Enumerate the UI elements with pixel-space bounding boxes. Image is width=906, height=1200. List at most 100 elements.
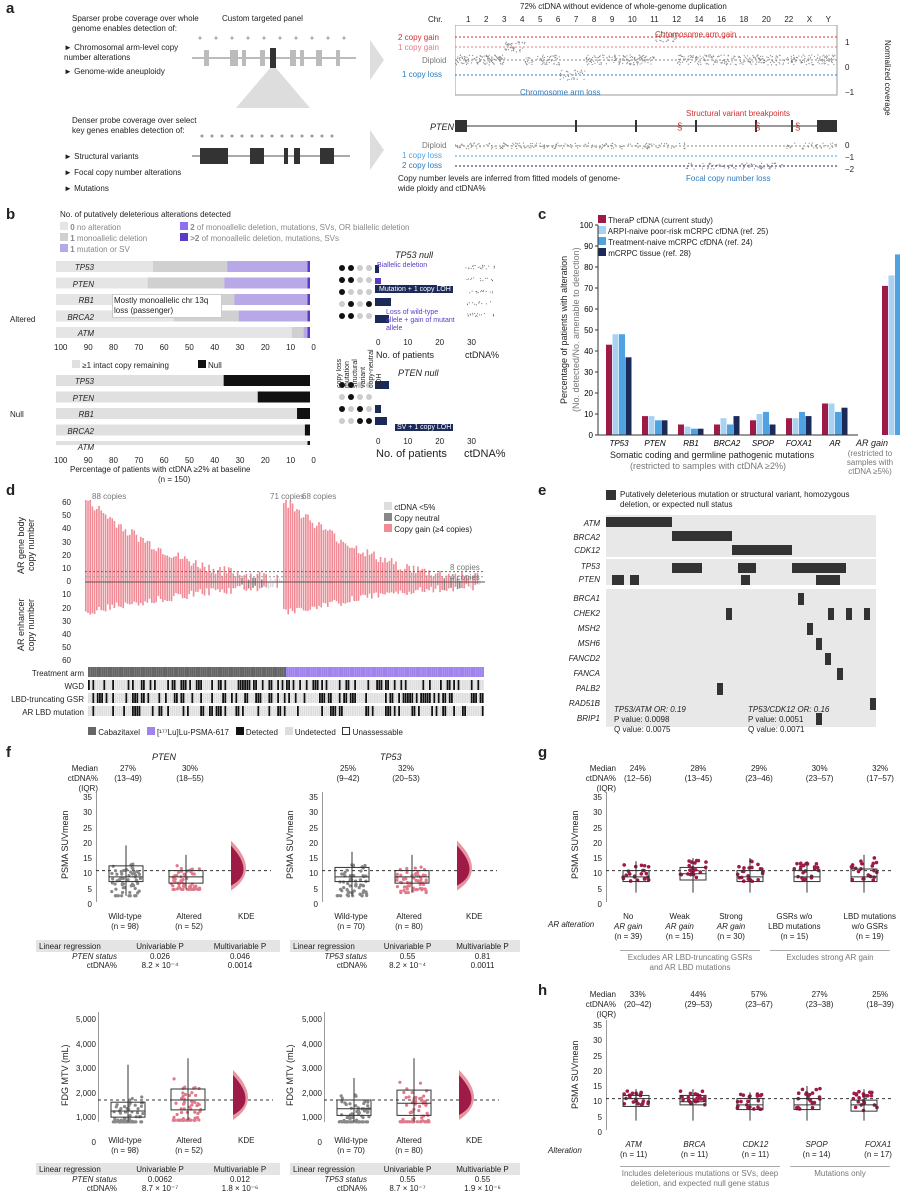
d-bar-bot: [454, 582, 457, 587]
coverage-dot: [706, 63, 708, 65]
track-cell: [134, 706, 136, 716]
d-bar-bot: [375, 582, 377, 593]
coverage-dot: [457, 146, 459, 149]
track-cell: [356, 706, 359, 716]
track-arm: [413, 667, 416, 677]
d-bar-top: [318, 522, 320, 582]
d-bar-bot: [124, 582, 127, 603]
data-point: [340, 1120, 345, 1124]
track-cell: [103, 693, 106, 703]
track-cell: [314, 706, 317, 716]
coverage-dot: [464, 59, 466, 61]
coverage-dot: [817, 61, 819, 64]
d-bar-top: [412, 565, 415, 582]
coverage-dot: [761, 58, 763, 60]
coverage-dot: [464, 56, 466, 58]
track-cell: [396, 706, 398, 716]
track-cell: [116, 680, 119, 690]
coverage-dot: [676, 62, 679, 64]
d-bar-top: [129, 534, 131, 582]
data-point: [348, 1120, 353, 1124]
coverage-dot: [543, 61, 545, 63]
track-arm: [415, 667, 418, 677]
e-cell: [846, 608, 852, 620]
panel-title: Custom targeted panel: [222, 14, 303, 23]
data-point: [118, 1111, 123, 1115]
upset-dot: [366, 277, 372, 283]
coverage-dot: [554, 146, 557, 148]
d-bar-bot: [111, 582, 113, 605]
coverage-dot: [608, 59, 610, 61]
coverage-dot: [667, 144, 669, 146]
track-cell: [420, 680, 422, 690]
d-bar-bot: [186, 582, 188, 600]
d-bar-bot: [324, 582, 327, 604]
c-bar: [648, 416, 655, 435]
d-bar-top: [333, 533, 336, 582]
track-arm: [303, 667, 306, 677]
track-cell: [288, 680, 290, 690]
track-cell: [160, 706, 163, 716]
ct-dot: [493, 266, 495, 268]
upset-bar: [375, 278, 381, 284]
ct-dot: [481, 264, 483, 266]
upset-dot: [348, 301, 354, 307]
track-cell: [275, 680, 277, 690]
track-cell: [178, 706, 180, 716]
coverage-dot: [701, 168, 704, 170]
ct-dot: [486, 277, 488, 279]
track-cell: [382, 680, 385, 690]
c-bar: [720, 418, 727, 435]
track-cell: [193, 693, 196, 703]
track-cell: [444, 693, 447, 703]
track-arm: [149, 667, 152, 677]
coverage-dot: [793, 57, 795, 60]
track-cell: [435, 706, 438, 716]
d-bar-bot: [153, 582, 155, 604]
d-bar-bot: [243, 582, 245, 590]
track-arm: [275, 667, 278, 677]
coverage-dot: [773, 61, 775, 63]
data-point: [419, 1096, 423, 1100]
e-cell: [738, 563, 756, 573]
ct-dot: [472, 265, 474, 267]
coverage-dot: [804, 55, 806, 57]
coverage-dot: [637, 145, 639, 147]
d-bar-top: [245, 573, 248, 582]
data-point: [810, 1091, 815, 1095]
coverage-dot: [749, 57, 751, 59]
data-point: [346, 894, 351, 898]
track-cell: [464, 706, 466, 716]
d-bar-top: [357, 553, 360, 582]
e-cell: [798, 593, 804, 605]
coverage-dot: [809, 56, 812, 58]
data-point: [857, 1096, 861, 1100]
coverage-dot: [659, 39, 661, 42]
track-cell: [105, 706, 108, 716]
data-point: [113, 1117, 117, 1121]
coverage-dot: [491, 60, 493, 62]
track-cell: [103, 706, 106, 716]
data-point: [122, 869, 126, 873]
track-cell: [92, 706, 95, 716]
coverage-dot: [527, 57, 529, 59]
track-cell: [253, 693, 255, 703]
d-bar-bot: [408, 582, 410, 592]
coverage-dot: [504, 57, 506, 59]
d-bar-top: [201, 562, 204, 582]
c-xtick: SPOP: [752, 439, 775, 448]
coverage-dot: [708, 54, 710, 56]
coverage-dot: [778, 61, 780, 64]
coverage-dot: [686, 167, 688, 170]
track-cell: [272, 693, 275, 703]
upset-dot: [348, 265, 354, 271]
data-point: [110, 889, 114, 894]
h-yticks: 35 30 25 20 15 10 5 0: [593, 1021, 602, 1138]
coverage-dot: [742, 168, 744, 170]
track-cell: [107, 693, 110, 703]
f-fdg-yticks-1: 5,000 4,000 3,000 2,000 1,000 0: [75, 1015, 96, 1147]
g-medians: 24% (12–56) 28% (13–45) 29% (23–46) 30% (23–…: [624, 764, 894, 783]
track-cell: [184, 693, 187, 703]
track-cell: [138, 706, 141, 716]
track-arm: [475, 667, 478, 677]
